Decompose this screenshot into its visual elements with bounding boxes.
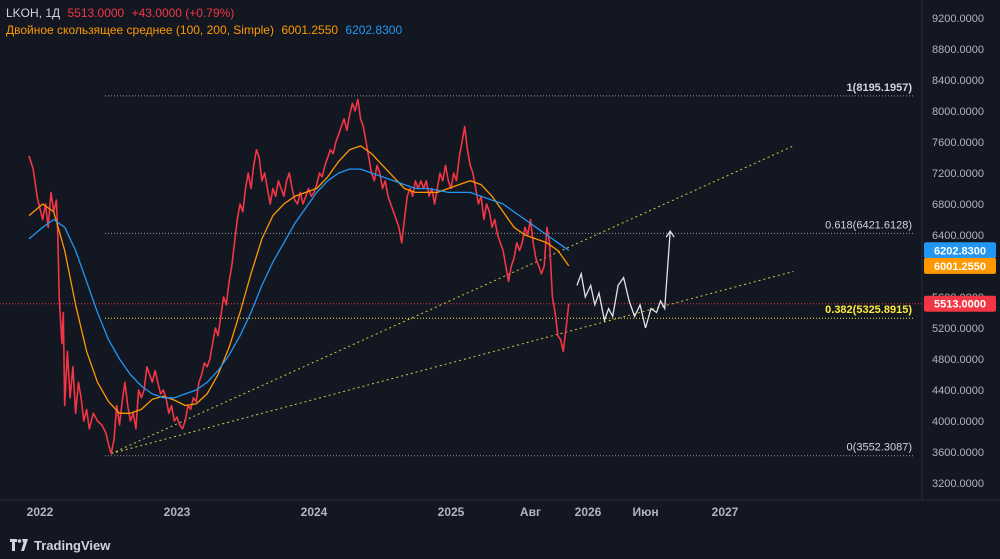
price-tick-label: 4400.0000: [932, 385, 984, 397]
price-badge-ma-slow[interactable]: [924, 242, 996, 259]
price-badge-text: 5513.0000: [934, 299, 986, 311]
trendline[interactable]: [111, 270, 794, 455]
price-tick-label: 8800.0000: [932, 44, 984, 56]
chart-legend: LKOH, 1Д 5513.0000 +43.0000 (+0.79%) Дво…: [6, 5, 402, 39]
fib-level-label: 1(8195.1957): [847, 82, 913, 94]
price-tick-label: 3600.0000: [932, 447, 984, 459]
price-tick-label: 6800.0000: [932, 199, 984, 211]
ma-fast-value: 6001.2550: [281, 23, 339, 37]
price-tick-label: 4800.0000: [932, 354, 984, 366]
tradingview-branding[interactable]: TradingView: [10, 535, 110, 555]
last-price: 5513.0000: [67, 6, 125, 20]
time-tick-label: Авг: [520, 505, 541, 519]
fib-level-label: 0.382(5325.8915): [825, 304, 912, 316]
series-line-ma_slow[interactable]: [28, 168, 570, 399]
price-tick-label: 7600.0000: [932, 137, 984, 149]
time-tick-label: 2026: [575, 505, 602, 519]
tradingview-logo-icon: [10, 539, 28, 551]
projection-arrowhead: [665, 229, 675, 238]
time-tick-label: 2022: [27, 505, 54, 519]
price-badge-ma-fast[interactable]: [924, 257, 996, 274]
fib-level-label: 0(3552.3087): [847, 442, 912, 454]
tradingview-brand: TradingView: [34, 537, 111, 553]
series-line-ma_fast[interactable]: [28, 145, 570, 414]
ma-slow-value: 6202.8300: [345, 23, 403, 37]
time-tick-label: 2023: [164, 505, 191, 519]
ma-indicator-title[interactable]: Двойное скользящее среднее (100, 200, Si…: [6, 23, 274, 37]
legend-symbol-row[interactable]: LKOH, 1Д 5513.0000 +43.0000 (+0.79%): [6, 5, 402, 22]
time-tick-label: 2025: [438, 505, 465, 519]
price-badge-text: 6001.2550: [934, 261, 986, 273]
legend-ma-row[interactable]: Двойное скользящее среднее (100, 200, Si…: [6, 22, 402, 39]
price-tick-label: 9200.0000: [932, 13, 984, 25]
time-tick-label: 2024: [301, 505, 328, 519]
time-tick-label: 2027: [712, 505, 739, 519]
price-tick-label: 3200.0000: [932, 478, 984, 490]
price-badge-text: 6202.8300: [934, 245, 986, 257]
price-tick-label: 4000.0000: [932, 416, 984, 428]
projection-path[interactable]: [576, 231, 671, 329]
price-tick-label: 8400.0000: [932, 75, 984, 87]
price-change: +43.0000 (+0.79%): [131, 6, 235, 20]
price-tick-label: 8000.0000: [932, 106, 984, 118]
price-tick-label: 5200.0000: [932, 323, 984, 335]
price-tick-label: 6400.0000: [932, 230, 984, 242]
time-tick-label: Июн: [632, 505, 658, 519]
price-tick-label: 7200.0000: [932, 168, 984, 180]
series-line-lkoh[interactable]: [28, 98, 570, 455]
symbol-interval[interactable]: LKOH, 1Д: [6, 6, 61, 20]
price-badge-last-price[interactable]: [924, 295, 996, 312]
fib-level-label: 0.618(6421.6128): [825, 219, 912, 231]
